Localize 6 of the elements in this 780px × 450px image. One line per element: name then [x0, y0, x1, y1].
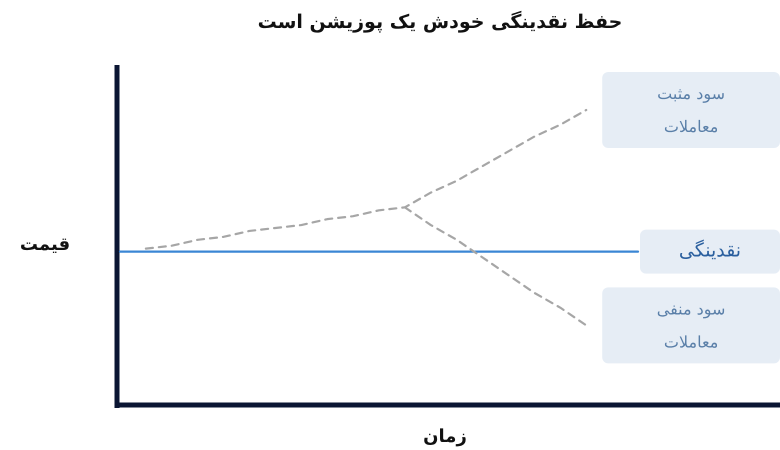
y-axis-title: قیمت: [20, 234, 70, 255]
text: سود مثبت معاملات: [657, 84, 726, 136]
text: سود منفی معاملات: [656, 299, 726, 352]
chart-title: حفظ نقدینگی خودش یک پوزیشن است: [258, 10, 622, 33]
text: نقدینگی: [678, 238, 742, 262]
x-axis-title: زمان: [423, 426, 467, 447]
